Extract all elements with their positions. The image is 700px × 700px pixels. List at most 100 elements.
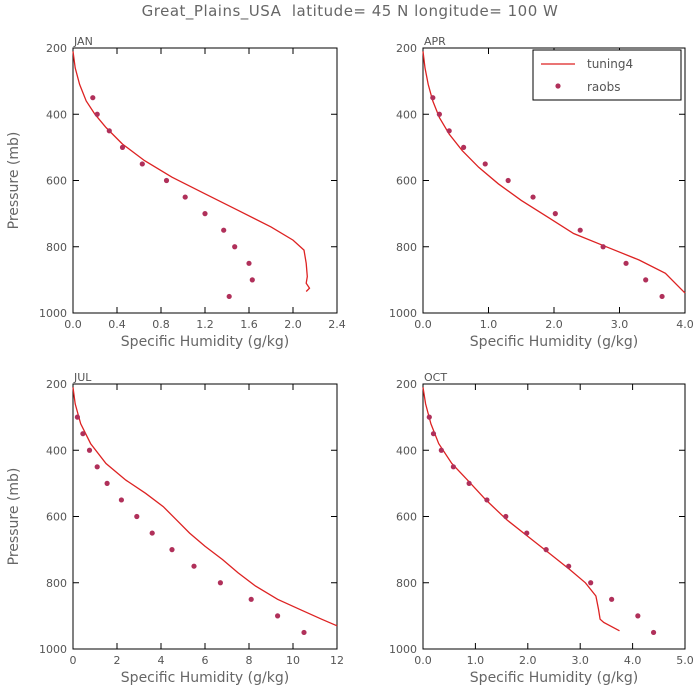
x-tick-label: 12	[330, 654, 344, 667]
obs-point-raobs	[163, 177, 170, 184]
y-tick-label: 400	[396, 444, 417, 457]
obs-point-raobs	[461, 144, 467, 150]
obs-point-raobs	[426, 414, 432, 420]
model-line-tuning4	[422, 387, 620, 632]
x-tick-label: 1.0	[480, 318, 498, 331]
y-tick-label: 800	[46, 241, 67, 254]
obs-point-raobs	[505, 177, 511, 184]
x-tick-label: 8	[246, 654, 253, 667]
obs-point-raobs	[643, 277, 649, 283]
x-axis-label: Specific Humidity (g/kg)	[470, 670, 638, 686]
x-tick-label: 0.8	[152, 318, 170, 331]
y-tick-label: 1000	[39, 307, 67, 320]
plot-frame	[72, 47, 338, 314]
x-axis-label: Specific Humidity (g/kg)	[121, 334, 289, 350]
x-tick-label: 3.0	[611, 318, 629, 331]
obs-point-raobs	[524, 530, 530, 536]
obs-point-raobs	[139, 161, 145, 167]
y-tick-label: 1000	[389, 643, 417, 656]
obs-point-raobs	[588, 580, 594, 586]
y-tick-label: 400	[46, 108, 67, 121]
obs-point-raobs	[90, 95, 96, 101]
y-tick-label: 800	[46, 577, 67, 590]
obs-point-raobs	[134, 513, 140, 520]
y-tick-label: 600	[396, 175, 417, 188]
obs-point-raobs	[275, 613, 281, 619]
y-tick-label: 800	[396, 577, 417, 590]
y-tick-label: 600	[396, 511, 417, 524]
panel-label: OCT	[424, 371, 447, 384]
legend-label-obs: raobs	[587, 80, 621, 94]
obs-point-raobs	[246, 260, 252, 266]
x-tick-label: 6	[202, 654, 209, 667]
panel-label: JAN	[73, 35, 93, 48]
y-axis-label: Pressure (mb)	[6, 468, 22, 566]
obs-point-raobs	[248, 596, 254, 602]
model-line-tuning4	[72, 51, 311, 292]
obs-point-raobs	[169, 547, 175, 553]
obs-point-raobs	[226, 293, 232, 300]
legend-label-model: tuning4	[587, 57, 633, 71]
x-tick-label: 2.0	[519, 654, 537, 667]
x-tick-label: 4	[158, 654, 165, 667]
panel-label: APR	[424, 35, 446, 48]
x-tick-label: 10	[286, 654, 300, 667]
y-tick-label: 200	[396, 42, 417, 55]
obs-point-raobs	[94, 464, 100, 470]
obs-point-raobs	[450, 464, 456, 470]
obs-point-raobs	[577, 227, 583, 233]
obs-point-raobs	[301, 629, 307, 636]
x-tick-label: 2.0	[284, 318, 302, 331]
legend-dot-swatch	[555, 83, 561, 89]
obs-point-raobs	[484, 497, 490, 503]
x-tick-label: 2	[114, 654, 121, 667]
obs-point-raobs	[106, 128, 112, 134]
obs-point-raobs	[659, 293, 665, 300]
obs-point-raobs	[530, 194, 536, 200]
obs-point-raobs	[609, 596, 615, 602]
x-axis-label: Specific Humidity (g/kg)	[121, 670, 289, 686]
y-tick-label: 400	[46, 444, 67, 457]
obs-point-raobs	[202, 211, 208, 217]
obs-point-raobs	[436, 111, 442, 117]
x-tick-label: 5.0	[676, 654, 694, 667]
obs-point-raobs	[232, 244, 238, 250]
plot-frame	[422, 383, 686, 650]
x-tick-label: 1.6	[240, 318, 258, 331]
obs-point-raobs	[74, 414, 80, 420]
obs-point-raobs	[149, 530, 155, 536]
x-tick-label: 4.0	[624, 654, 642, 667]
obs-point-raobs	[119, 144, 126, 150]
obs-point-raobs	[80, 431, 86, 437]
obs-point-raobs	[182, 194, 188, 200]
obs-point-raobs	[466, 480, 472, 486]
obs-point-raobs	[503, 513, 509, 520]
obs-point-raobs	[86, 447, 93, 453]
obs-point-raobs	[552, 211, 558, 217]
y-tick-label: 600	[46, 511, 67, 524]
y-tick-label: 800	[396, 241, 417, 254]
x-tick-label: 1.0	[467, 654, 485, 667]
x-tick-label: 0	[70, 654, 77, 667]
y-tick-label: 200	[46, 42, 67, 55]
figure-title: Great_Plains_USA latitude= 45 N longitud…	[141, 2, 559, 20]
x-tick-label: 2.4	[328, 318, 346, 331]
x-tick-label: 0.0	[414, 318, 432, 331]
x-tick-label: 0.0	[64, 318, 82, 331]
obs-point-raobs	[430, 431, 437, 437]
y-tick-label: 200	[396, 378, 417, 391]
legend: tuning4 raobs	[532, 49, 682, 101]
obs-point-raobs	[650, 629, 657, 636]
x-axis-label: Specific Humidity (g/kg)	[470, 334, 638, 350]
x-tick-label: 2.0	[545, 318, 563, 331]
x-tick-label: 1.2	[196, 318, 214, 331]
legend-box	[532, 49, 682, 101]
x-tick-label: 4.0	[676, 318, 694, 331]
model-line-tuning4	[72, 387, 338, 627]
y-tick-label: 600	[46, 175, 67, 188]
